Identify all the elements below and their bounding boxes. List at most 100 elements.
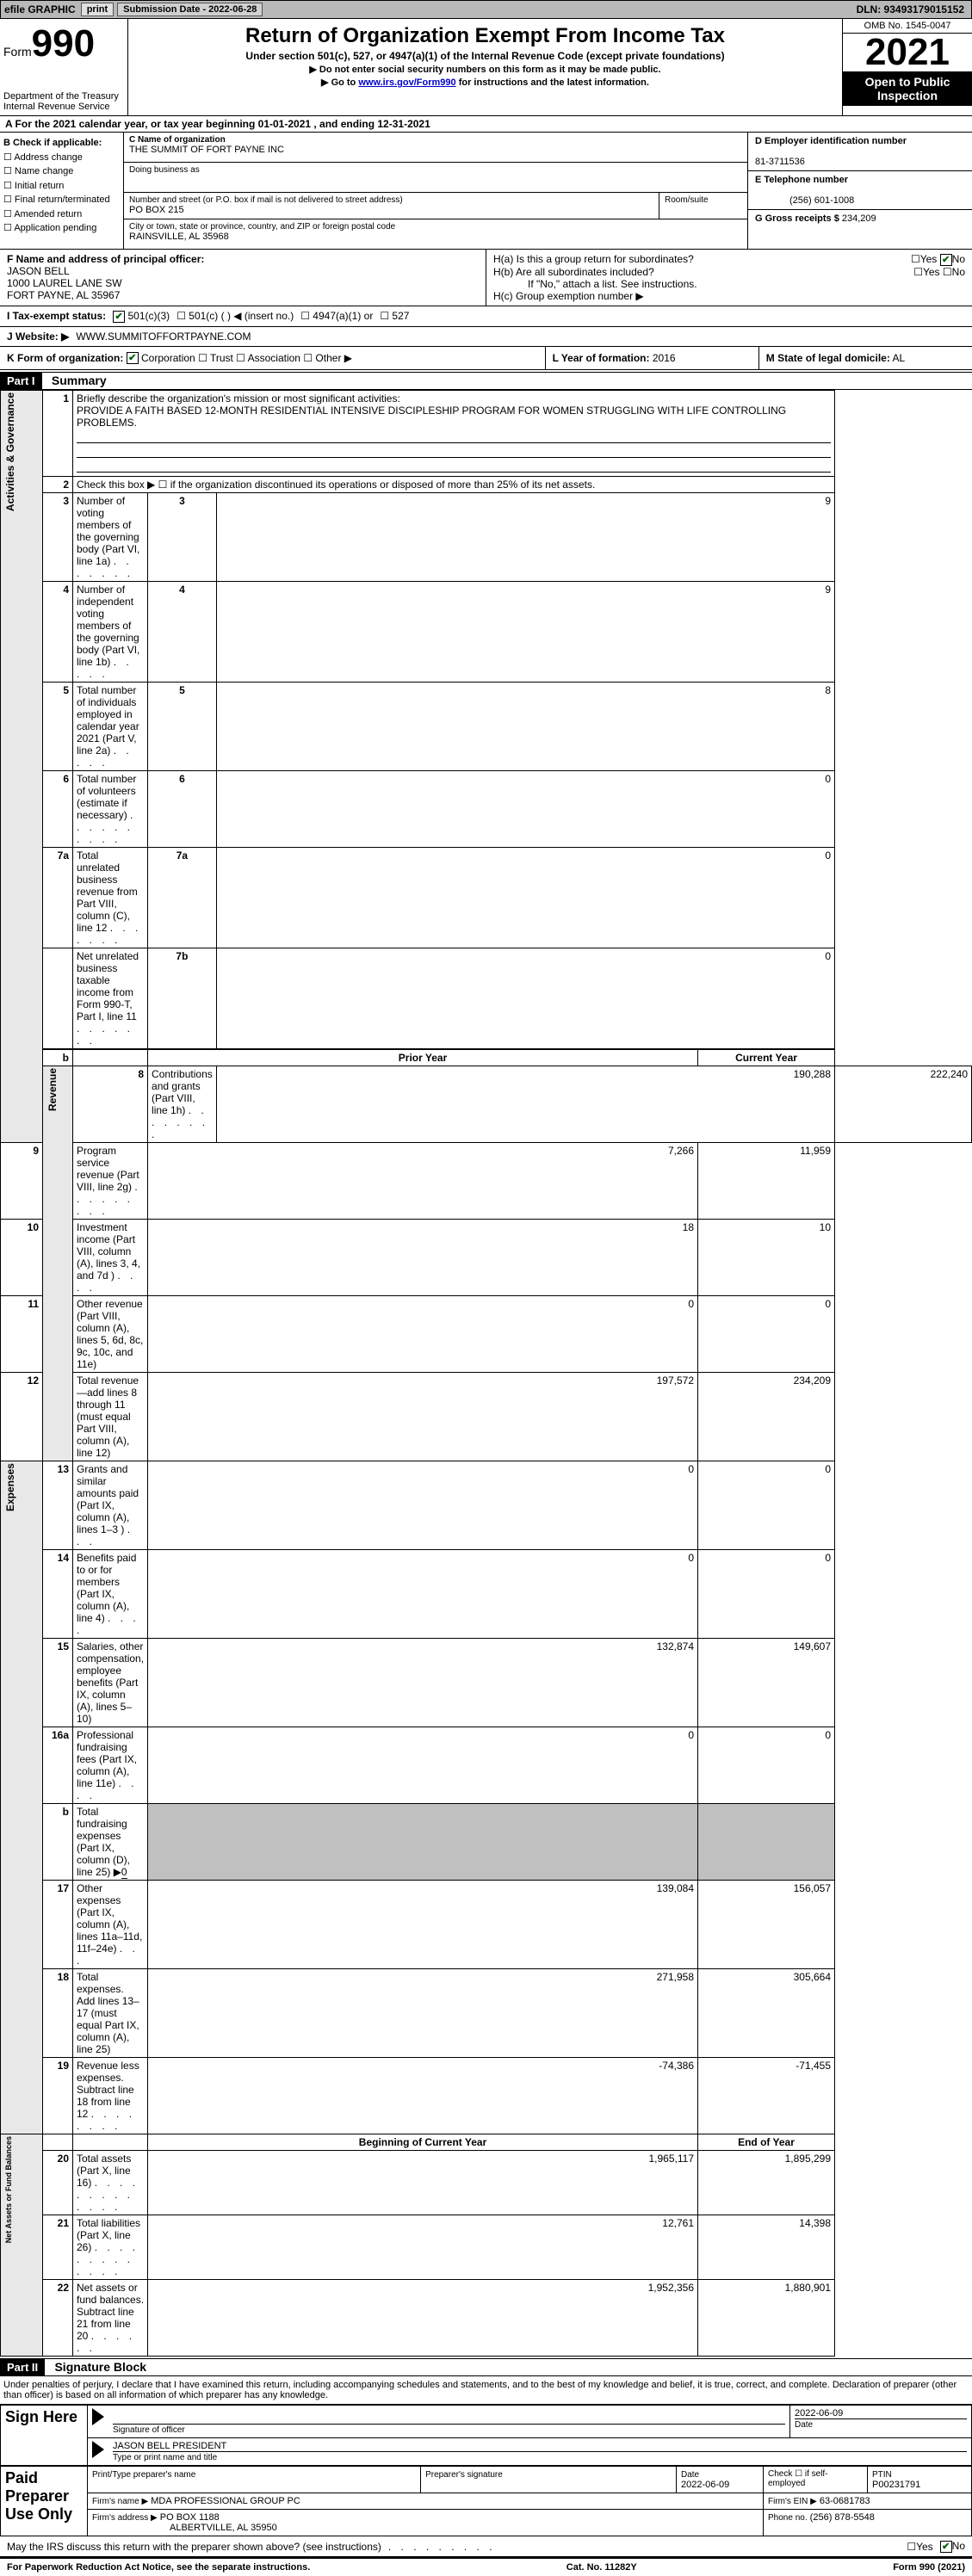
year-formation: 2016 [653, 352, 676, 364]
gross-receipts: 234,209 [842, 213, 876, 224]
c22: 1,880,901 [698, 2280, 835, 2357]
c14: 0 [698, 1550, 835, 1639]
p12: 197,572 [148, 1373, 698, 1461]
cb-name-change[interactable]: ☐ Name change [3, 164, 120, 179]
subtitle-3: ▶ Go to www.irs.gov/Form990 for instruct… [135, 77, 835, 88]
officer-name: JASON BELL [7, 265, 70, 277]
arrow-icon [92, 2441, 104, 2458]
line15: Salaries, other compensation, employee b… [73, 1639, 148, 1727]
line3: Number of voting members of the governin… [73, 493, 148, 582]
i-501c3[interactable]: ✔ 501(c)(3) [113, 310, 170, 323]
form-ref: Form 990 (2021) [893, 2562, 965, 2573]
k-other[interactable]: ☐ Other ▶ [303, 352, 352, 364]
form-number: Form990 [3, 22, 124, 65]
efile-label: efile GRAPHIC [1, 3, 79, 15]
line19: Revenue less expenses. Subtract line 18 … [73, 2058, 148, 2134]
line7a: Total unrelated business revenue from Pa… [73, 848, 148, 948]
section-h: H(a) Is this a group return for subordin… [486, 250, 972, 306]
fundraising-val: 0 [121, 1866, 127, 1879]
line8: Contributions and grants (Part VIII, lin… [148, 1066, 217, 1143]
pra-notice: For Paperwork Reduction Act Notice, see … [7, 2562, 310, 2573]
c19: -71,455 [698, 2058, 835, 2134]
hb-answer: ☐Yes ☐No [913, 266, 965, 278]
part2-title: Signature Block [47, 2360, 146, 2374]
print-button[interactable]: print [81, 3, 114, 16]
line6: Total number of volunteers (estimate if … [73, 771, 148, 848]
i-4947[interactable]: ☐ 4947(a)(1) or [300, 310, 373, 322]
side-activities: Activities & Governance [4, 392, 16, 511]
i-501c[interactable]: ☐ 501(c) ( ) ◀ (insert no.) [176, 310, 294, 322]
form-header: Form990 Department of the Treasury Inter… [0, 19, 972, 116]
v7b: 0 [216, 948, 834, 1050]
cb-amended[interactable]: ☐ Amended return [3, 207, 120, 222]
org-name: THE SUMMIT OF FORT PAYNE INC [129, 145, 284, 155]
type-name-label: Type or print name and title [113, 2453, 217, 2462]
ha-label: H(a) Is this a group return for subordin… [493, 253, 694, 266]
c-name-label: C Name of organization [129, 135, 226, 145]
k-trust[interactable]: ☐ Trust [198, 352, 233, 364]
d-label: D Employer identification number [755, 136, 907, 146]
section-c: C Name of organization THE SUMMIT OF FOR… [124, 133, 747, 249]
cat-no: Cat. No. 11282Y [566, 2562, 637, 2573]
section-j: J Website: ▶ WWW.SUMMITOFFORTPAYNE.COM [0, 327, 972, 347]
l-label: L Year of formation: [553, 352, 650, 364]
mission-text: PROVIDE A FAITH BASED 12-MONTH RESIDENTI… [77, 405, 786, 429]
line13: Grants and similar amounts paid (Part IX… [73, 1461, 148, 1550]
check-self[interactable]: Check ☐ if self-employed [764, 2467, 868, 2493]
city-label: City or town, state or province, country… [129, 222, 395, 232]
phone-value: (256) 601-1008 [755, 195, 854, 206]
g-label: G Gross receipts $ [755, 213, 839, 224]
p8: 190,288 [216, 1066, 834, 1143]
p13: 0 [148, 1461, 698, 1550]
line9: Program service revenue (Part VIII, line… [73, 1143, 148, 1220]
c11: 0 [698, 1296, 835, 1373]
m-label: M State of legal domicile: [766, 352, 890, 364]
line7b: Net unrelated business taxable income fr… [73, 948, 148, 1050]
firm-name-label: Firm's name ▶ [92, 2497, 148, 2506]
line5: Total number of individuals employed in … [73, 683, 148, 771]
line2: Check this box ▶ ☐ if the organization d… [73, 477, 835, 493]
firm-addr2: ALBERTVILLE, AL 35950 [92, 2523, 277, 2533]
section-l: L Year of formation: 2016 [546, 347, 759, 370]
i-label: I Tax-exempt status: [7, 310, 106, 322]
irs-link[interactable]: www.irs.gov/Form990 [358, 77, 455, 88]
prep-date: 2022-06-09 [681, 2480, 729, 2490]
discuss-no[interactable]: ✔No [940, 2540, 965, 2553]
line10: Investment income (Part VIII, column (A)… [73, 1220, 148, 1296]
ha-answer: ☐Yes ✔No [911, 253, 965, 266]
c13: 0 [698, 1461, 835, 1550]
p21: 12,761 [148, 2215, 698, 2280]
k-corp[interactable]: ✔ Corporation [127, 352, 195, 364]
v4: 9 [216, 582, 834, 683]
part1-num: Part I [0, 373, 42, 389]
p20: 1,965,117 [148, 2151, 698, 2215]
prep-sig-label: Preparer's signature [425, 2470, 503, 2480]
cb-application[interactable]: ☐ Application pending [3, 221, 120, 236]
discuss-yes[interactable]: ☐Yes [907, 2541, 932, 2553]
p19: -74,386 [148, 2058, 698, 2134]
cb-initial-return[interactable]: ☐ Initial return [3, 179, 120, 194]
k-assoc[interactable]: ☐ Association [236, 352, 300, 364]
f-label: F Name and address of principal officer: [7, 253, 204, 265]
sig-officer-label: Signature of officer [113, 2425, 185, 2435]
side-expenses: Expenses [4, 1463, 16, 1511]
part2-header: Part II Signature Block [0, 2358, 972, 2376]
line16b: Total fundraising expenses (Part IX, col… [73, 1804, 148, 1881]
cb-address-change[interactable]: ☐ Address change [3, 151, 120, 165]
i-527[interactable]: ☐ 527 [380, 310, 409, 322]
e-label: E Telephone number [755, 175, 848, 185]
p18: 271,958 [148, 1969, 698, 2058]
prep-name-label: Print/Type preparer's name [92, 2470, 195, 2480]
v6: 0 [216, 771, 834, 848]
dln-label: DLN: 93493179015152 [853, 3, 971, 15]
side-revenue: Revenue [46, 1068, 59, 1111]
prep-date-label: Date [681, 2470, 699, 2480]
sign-here-label: Sign Here [1, 2406, 88, 2466]
section-deg: D Employer identification number 81-3711… [747, 133, 972, 249]
line16a: Professional fundraising fees (Part IX, … [73, 1727, 148, 1804]
cb-final-return[interactable]: ☐ Final return/terminated [3, 193, 120, 207]
ptin-label: PTIN [872, 2470, 892, 2480]
street-value: PO BOX 215 [129, 205, 184, 215]
ptin-value: P00231791 [872, 2480, 920, 2490]
dept-treasury: Department of the Treasury [3, 91, 124, 102]
